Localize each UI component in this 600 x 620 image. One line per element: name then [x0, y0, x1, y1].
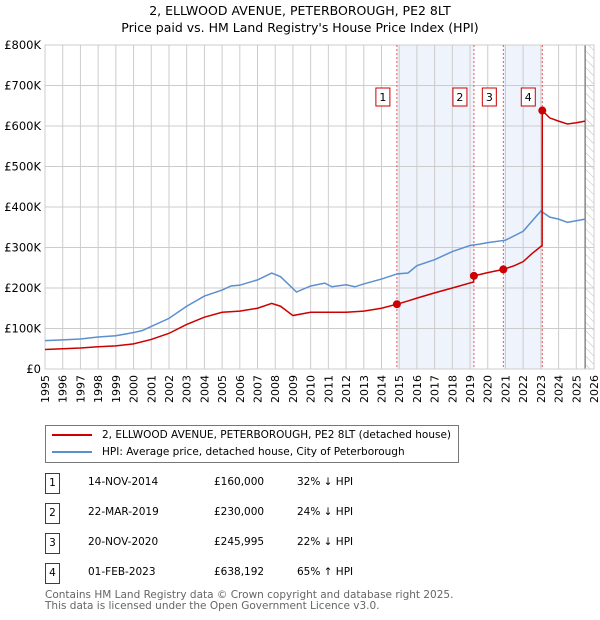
x-tick-label: 2009 [287, 375, 300, 403]
x-tick-label: 2015 [393, 375, 406, 403]
legend-red-line [52, 434, 92, 436]
legend-label-hpi: HPI: Average price, detached house, City… [102, 446, 405, 458]
legend-blue-line [52, 451, 92, 453]
x-tick-label: 2024 [553, 375, 566, 403]
x-tick-label: 2019 [464, 375, 477, 403]
legend-label-property: 2, ELLWOOD AVENUE, PETERBOROUGH, PE2 8LT… [102, 429, 452, 441]
x-tick-label: 2006 [234, 375, 247, 403]
legend: 2, ELLWOOD AVENUE, PETERBOROUGH, PE2 8LT… [45, 425, 459, 463]
x-tick-label: 2002 [163, 375, 176, 403]
x-tick-label: 2023 [535, 375, 548, 403]
footer-line: Contains HM Land Registry data © Crown c… [45, 589, 454, 601]
y-tick-label: £700K [4, 79, 41, 93]
x-tick-label: 1996 [57, 375, 70, 403]
x-tick-label: 2005 [216, 375, 229, 403]
sale-point [499, 265, 508, 274]
sale-row: 4 01-FEB-2023 £638,192 65% ↑ HPI [45, 563, 445, 584]
sale-date: 14-NOV-2014 [88, 476, 159, 488]
x-tick-label: 2011 [322, 375, 335, 403]
sale-price: £245,995 [214, 536, 265, 548]
x-tick-label: 2026 [588, 375, 600, 403]
sale-marker-box [520, 87, 536, 107]
y-tick-label: £0 [26, 362, 41, 376]
y-tick-label: £100K [4, 322, 41, 336]
sale-row: 2 22-MAR-2019 £230,000 24% ↓ HPI [45, 503, 445, 524]
x-tick-label: 2013 [358, 375, 371, 403]
x-tick-label: 2004 [198, 375, 211, 403]
sale-date: 20-NOV-2020 [88, 536, 159, 548]
sale-hpi-diff: 32% ↓ HPI [297, 476, 354, 488]
sale-marker-label: 3 [486, 91, 493, 104]
sale-marker-box [452, 87, 468, 107]
footer-line: This data is licensed under the Open Gov… [45, 600, 380, 612]
sale-row: 1 14-NOV-2014 £160,000 32% ↓ HPI [45, 473, 445, 494]
sale-marker-box [375, 87, 391, 107]
sale-price: £160,000 [214, 476, 265, 488]
sale-marker-label: 1 [379, 91, 386, 104]
x-tick-label: 2022 [517, 375, 530, 403]
x-tick-label: 2010 [305, 375, 318, 403]
x-tick-label: 1997 [74, 375, 87, 403]
x-tick-label: 2012 [340, 375, 353, 403]
chart-title: 2, ELLWOOD AVENUE, PETERBOROUGH, PE2 8LT… [0, 2, 600, 36]
sale-marker-label: 2 [456, 91, 463, 104]
sale-number: 4 [45, 563, 60, 584]
x-tick-label: 2000 [128, 375, 141, 403]
sale-point [392, 300, 401, 309]
sale-marker-label: 4 [525, 91, 532, 104]
x-tick-label: 1995 [39, 375, 52, 403]
title-line: 2, ELLWOOD AVENUE, PETERBOROUGH, PE2 8LT [149, 3, 451, 18]
y-tick-label: £500K [4, 160, 41, 174]
x-tick-label: 2016 [411, 375, 424, 403]
x-tick-label: 2020 [482, 375, 495, 403]
sale-hpi-diff: 24% ↓ HPI [297, 506, 354, 518]
x-tick-label: 2008 [269, 375, 282, 403]
y-tick-label: £800K [4, 38, 41, 52]
sale-number: 3 [45, 533, 60, 554]
sale-date: 22-MAR-2019 [88, 506, 159, 518]
x-tick-label: 2018 [446, 375, 459, 403]
series-line-0 [44, 108, 586, 351]
x-tick-label: 2017 [429, 375, 442, 403]
x-tick-label: 2001 [145, 375, 158, 403]
x-tick-label: 2025 [570, 375, 583, 403]
sale-price: £638,192 [214, 566, 265, 578]
sale-hpi-diff: 65% ↑ HPI [297, 566, 354, 578]
sale-marker-box [481, 87, 497, 107]
y-tick-label: £200K [4, 281, 41, 295]
y-tick-label: £600K [4, 119, 41, 133]
x-tick-label: 2003 [181, 375, 194, 403]
x-tick-label: 1998 [92, 375, 105, 403]
sale-point [469, 271, 478, 280]
footer: Contains HM Land Registry data © Crown c… [45, 590, 453, 612]
y-tick-label: £300K [4, 241, 41, 255]
x-tick-label: 2014 [375, 375, 388, 403]
sale-point [538, 106, 547, 115]
sale-price: £230,000 [214, 506, 265, 518]
sale-number: 1 [45, 473, 60, 494]
series-line-1 [44, 210, 586, 342]
sale-number: 2 [45, 503, 60, 524]
subtitle-line: Price paid vs. HM Land Registry's House … [121, 20, 479, 35]
x-tick-label: 2021 [499, 375, 512, 403]
sale-row: 3 20-NOV-2020 £245,995 22% ↓ HPI [45, 533, 445, 554]
sale-date: 01-FEB-2023 [88, 566, 156, 578]
y-tick-label: £400K [4, 200, 41, 214]
sale-hpi-diff: 22% ↓ HPI [297, 536, 354, 548]
x-tick-label: 1999 [110, 375, 123, 403]
plot-frame [44, 44, 595, 370]
x-tick-label: 2007 [252, 375, 265, 403]
price-chart: 1995 1996 1997 1998 1999 2000 2001 2002 2003 2004… [4, 38, 600, 403]
